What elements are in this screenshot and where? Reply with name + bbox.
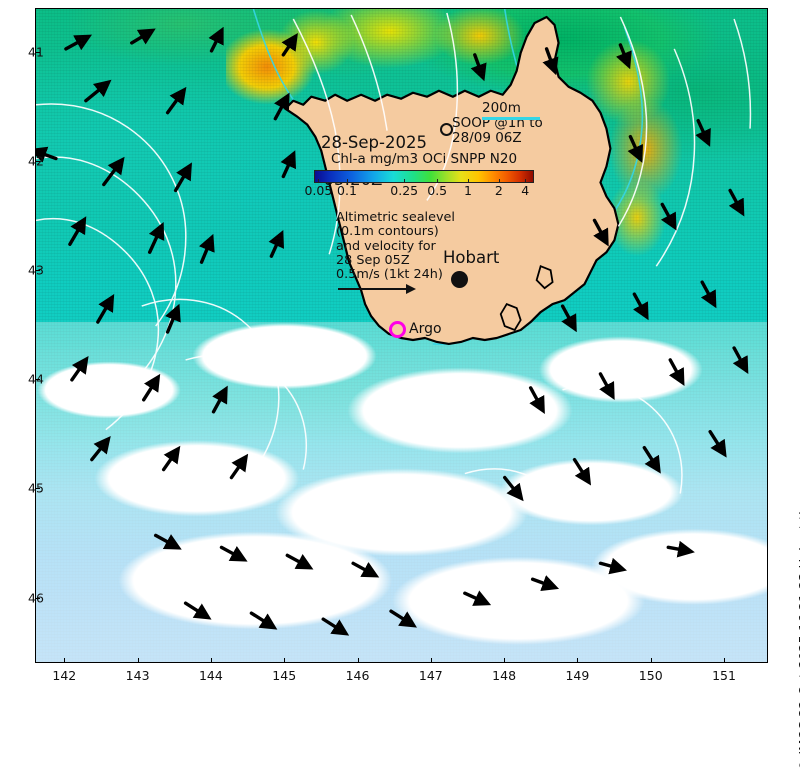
colorbar-tick-mark xyxy=(498,179,500,183)
x-axis-tick-mark xyxy=(650,658,652,663)
colorbar-tick-mark xyxy=(404,179,406,183)
soop-marker-icon xyxy=(440,123,453,136)
x-axis-tick-label: 146 xyxy=(345,668,370,683)
altimetry-annotation: Altimetric sealevel (0.1m contours) and … xyxy=(336,210,455,283)
x-axis-tick-mark xyxy=(430,658,432,663)
colorbar-title: Chl-a mg/m3 OCi SNPP N20 xyxy=(330,151,518,167)
colorbar-tick-mark xyxy=(437,179,439,183)
y-axis-tick-mark xyxy=(35,379,40,381)
argo-label: Argo xyxy=(409,321,442,337)
x-axis-tick-label: 145 xyxy=(272,668,297,683)
velocity-reference-arrow-icon xyxy=(338,284,416,294)
colorbar-tick-label: 0.1 xyxy=(337,183,357,198)
colorbar-tick-label: 4 xyxy=(521,183,530,198)
x-axis-tick-label: 150 xyxy=(638,668,663,683)
x-axis-tick-label: 149 xyxy=(565,668,590,683)
chlorophyll-map-screenshot: 28-Sep-2025 05:20Z SOOP @1h to 28/09 06Z… xyxy=(28,8,800,772)
map-plot-area[interactable]: 28-Sep-2025 05:20Z SOOP @1h to 28/09 06Z… xyxy=(35,8,768,663)
colorbar-tick-labels: 0.05 0.1 0.25 0.5 1 2 4 xyxy=(304,179,534,198)
y-axis-tick-mark xyxy=(35,160,40,162)
colorbar-tick-mark xyxy=(468,179,469,183)
map-canvas: 28-Sep-2025 05:20Z SOOP @1h to 28/09 06Z… xyxy=(36,9,767,662)
x-axis-tick-mark xyxy=(284,658,286,663)
soop-label: SOOP @1h to 28/09 06Z xyxy=(452,115,543,147)
velocity-vector-layer xyxy=(36,9,767,662)
colorbar[interactable]: Chl-a mg/m3 OCi SNPP N20 0.05 0.1 0.25 0.5 1… xyxy=(304,151,534,198)
colorbar-tick-mark xyxy=(525,179,527,183)
y-axis-tick-mark xyxy=(35,597,40,599)
bathymetry-label: 200m xyxy=(482,100,521,116)
colorbar-tick-label: 1 xyxy=(464,183,472,198)
x-axis-tick-label: 142 xyxy=(52,668,77,683)
argo-marker-icon xyxy=(389,321,406,338)
x-axis-tick-mark xyxy=(210,658,212,663)
x-axis-tick-label: 148 xyxy=(492,668,517,683)
acquisition-date: 28-Sep-2025 xyxy=(320,133,427,153)
x-axis-tick-mark xyxy=(357,658,359,663)
x-axis-tick-mark xyxy=(64,658,66,663)
x-axis-tick-label: 151 xyxy=(712,668,736,683)
y-axis-tick-mark xyxy=(35,488,40,490)
colorbar-tick-mark xyxy=(347,179,348,183)
x-axis-tick-label: 144 xyxy=(198,668,223,683)
x-axis-tick-mark xyxy=(504,658,506,663)
x-axis-tick-label: 143 xyxy=(125,668,150,683)
hobart-marker-icon xyxy=(451,271,468,288)
x-axis-tick-mark xyxy=(724,658,726,663)
y-axis-tick-mark xyxy=(35,51,40,53)
colorbar-tick-label: 0.25 xyxy=(390,183,419,198)
colorbar-tick-label: 0.05 xyxy=(304,183,333,198)
y-axis-tick-mark xyxy=(35,270,40,271)
colorbar-tick-label: 0.5 xyxy=(427,183,448,198)
colorbar-tick-mark xyxy=(318,179,320,183)
hobart-label: Hobart xyxy=(443,248,500,267)
bathymetry-legend-line-icon xyxy=(482,117,540,120)
sealevel-contour-layer xyxy=(36,9,767,662)
colorbar-gradient xyxy=(314,170,534,183)
x-axis-tick-mark xyxy=(577,658,579,663)
x-axis-tick-mark xyxy=(137,658,139,663)
x-axis-tick-label: 147 xyxy=(418,668,443,683)
colorbar-tick-label: 2 xyxy=(494,183,503,198)
